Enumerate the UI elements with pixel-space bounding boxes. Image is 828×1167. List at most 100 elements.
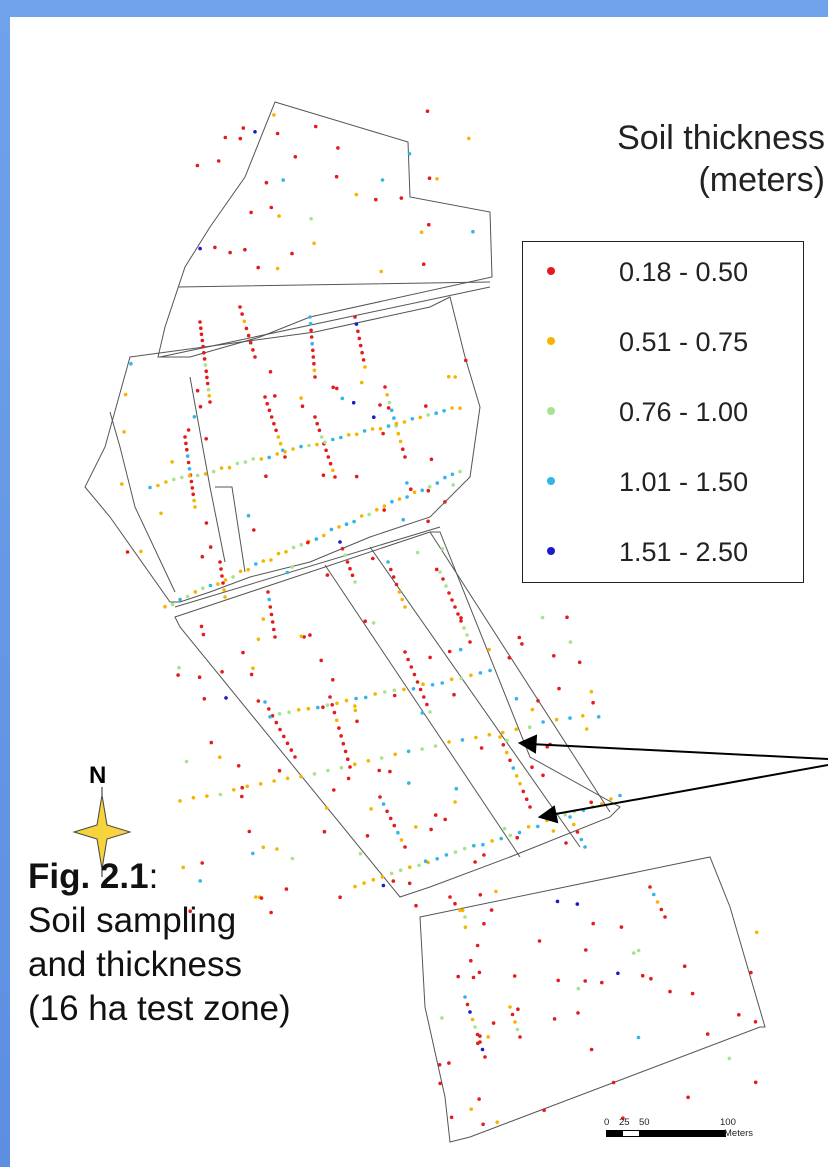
sample-point [245, 784, 249, 789]
sample-point [218, 755, 222, 759]
legend-label: 0.18 - 0.50 [619, 257, 749, 287]
sample-point [348, 765, 352, 769]
sample-point [473, 1025, 477, 1029]
sample-point [491, 1021, 496, 1025]
sample-point [308, 315, 312, 319]
sample-point [307, 443, 311, 448]
sample-point [618, 793, 622, 798]
sample-point [541, 720, 545, 724]
sample-point [458, 406, 462, 411]
sample-point [682, 964, 687, 968]
sample-point [181, 865, 185, 870]
sample-point [609, 797, 613, 801]
sample-point [414, 825, 418, 829]
sample-point [302, 635, 306, 639]
sample-point [198, 320, 202, 324]
sample-point [251, 457, 256, 461]
sample-point [554, 717, 559, 722]
sample-point [478, 893, 483, 897]
sample-point [201, 344, 205, 349]
sample-point [386, 406, 391, 410]
sample-point [478, 671, 483, 675]
parcel-north [157, 101, 493, 358]
sample-point [420, 747, 424, 751]
sample-point [208, 400, 212, 404]
sample-point [426, 413, 431, 417]
sample-point [261, 845, 266, 850]
sample-point [263, 700, 267, 704]
sample-point [507, 656, 512, 660]
sample-point [322, 533, 326, 538]
sample-point [557, 686, 561, 691]
sample-point [400, 597, 405, 602]
sample-point [380, 178, 385, 182]
sample-point [408, 865, 412, 869]
sample-point [220, 574, 224, 578]
sample-point [348, 566, 352, 571]
sample-point [200, 861, 204, 865]
sample-point [354, 474, 359, 479]
sample-point [252, 528, 256, 532]
sample-point [312, 361, 316, 366]
sample-point [591, 700, 595, 705]
sample-point [170, 460, 174, 464]
sample-point [256, 699, 261, 703]
sample-point [388, 769, 392, 774]
sample-point [401, 517, 406, 522]
sample-point [353, 884, 357, 889]
sample-point [407, 152, 412, 156]
sample-point [415, 550, 420, 555]
sample-point [508, 758, 512, 763]
sample-point [409, 665, 414, 669]
sample-point [515, 835, 519, 840]
sample-point [443, 500, 447, 504]
sample-point [218, 560, 222, 564]
sample-point [346, 757, 350, 761]
sample-point [378, 427, 383, 431]
sample-point [494, 889, 498, 894]
legend-label: 1.51 - 2.50 [619, 537, 749, 567]
sample-point [188, 909, 192, 913]
red-dot-icon [547, 267, 555, 275]
sample-point [398, 868, 403, 872]
sample-point [207, 394, 211, 398]
sample-point [275, 452, 280, 456]
sample-point [414, 903, 418, 908]
sample-point [370, 427, 375, 431]
sample-point [443, 817, 448, 822]
sample-point [621, 1116, 625, 1120]
sample-point [193, 505, 197, 509]
sample-point [564, 841, 568, 845]
sample-point [198, 246, 202, 251]
sample-point [223, 135, 228, 140]
sample-point [346, 433, 351, 437]
sample-point [458, 908, 462, 913]
sample-point [526, 825, 531, 829]
sample-point [246, 567, 250, 572]
sample-point [284, 550, 288, 554]
sample-point [358, 851, 363, 856]
sample-point [418, 687, 423, 692]
sample-point [316, 705, 320, 710]
sample-point [346, 776, 351, 781]
sample-point [386, 424, 391, 428]
sample-point [552, 654, 556, 658]
sample-point [430, 683, 435, 687]
sample-point [435, 177, 439, 181]
sample-point [498, 735, 502, 739]
sample-point [324, 448, 328, 453]
sample-point [287, 710, 291, 715]
sample-point [202, 357, 207, 361]
sample-point [584, 727, 589, 731]
sample-point [422, 695, 426, 699]
sample-point [209, 740, 214, 745]
sample-point [254, 562, 258, 566]
sample-point [655, 900, 660, 904]
sample-point [405, 495, 409, 499]
north-label: N [89, 762, 107, 789]
callout-arrowhead-upper [517, 734, 538, 754]
sample-point [472, 843, 476, 848]
parcel-south-dividers [324, 531, 611, 858]
sample-point [330, 703, 335, 707]
sample-point [264, 474, 268, 479]
